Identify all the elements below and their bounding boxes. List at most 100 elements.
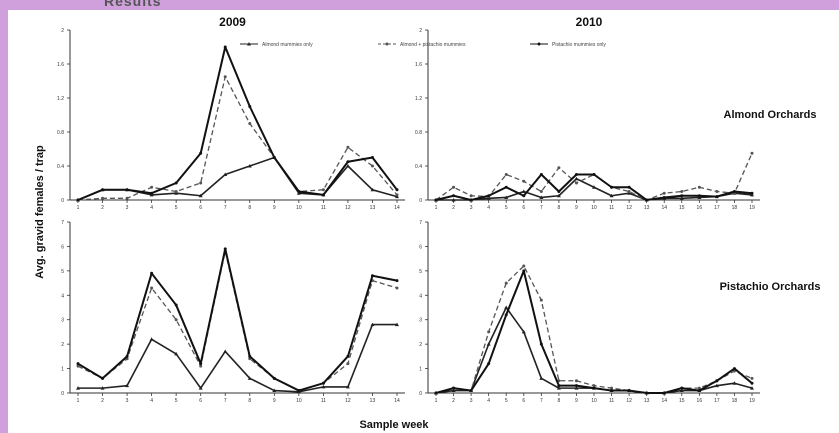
x-tick-label: 8 (248, 205, 251, 211)
data-point (101, 196, 105, 200)
data-point (662, 391, 666, 395)
x-tick-label: 7 (224, 205, 227, 211)
data-point (297, 389, 301, 393)
data-point (101, 376, 105, 380)
x-tick-label: 6 (199, 205, 202, 211)
data-point (395, 286, 399, 290)
data-point (504, 195, 509, 199)
x-tick-label: 17 (714, 398, 720, 404)
series-line-3 (435, 269, 753, 394)
x-tick-label: 2 (101, 398, 104, 404)
data-point (223, 45, 227, 49)
series-line-2 (77, 76, 398, 201)
y-tick-label: 4 (419, 293, 422, 299)
data-point (272, 376, 276, 380)
y-tick-label: 6 (419, 244, 422, 250)
legend-item-1: Almond mummies only (240, 42, 313, 48)
x-tick-label: 13 (644, 398, 650, 404)
data-point (434, 391, 438, 395)
data-point (715, 190, 719, 193)
y-tick-label: 0 (61, 391, 64, 397)
y-tick-label: 1 (419, 367, 422, 373)
data-point (679, 388, 684, 393)
data-point (199, 364, 203, 368)
x-tick-label: 7 (540, 398, 543, 404)
data-point (539, 342, 543, 346)
y-tick-label: 4 (61, 293, 64, 299)
data-point (101, 188, 105, 192)
y-tick-label: 0.4 (415, 164, 422, 170)
x-tick-label: 8 (557, 205, 560, 211)
series-line-2 (435, 152, 753, 201)
series-line-3 (77, 46, 398, 201)
data-point (223, 75, 227, 79)
data-point (150, 271, 154, 275)
data-point (750, 381, 754, 385)
x-tick-label: 19 (749, 398, 755, 404)
data-point (125, 354, 129, 358)
x-tick-label: 19 (749, 205, 755, 211)
data-point (395, 279, 399, 283)
x-tick-label: 4 (487, 205, 490, 211)
data-point (697, 386, 701, 390)
x-tick-label: 2 (101, 205, 104, 211)
data-point (125, 196, 129, 200)
data-point (395, 193, 399, 197)
data-point (521, 329, 526, 334)
x-tick-label: 10 (591, 398, 597, 404)
data-point (592, 185, 596, 189)
x-tick-label: 8 (248, 398, 251, 404)
data-point (247, 164, 252, 168)
data-point (732, 367, 736, 371)
x-tick-label: 12 (626, 205, 632, 211)
legend-label: Almond + pistachio mummies (400, 42, 466, 48)
x-tick-label: 10 (296, 205, 302, 211)
data-point (174, 351, 179, 356)
data-point (556, 386, 561, 390)
data-point (504, 173, 508, 176)
data-point (609, 193, 614, 198)
data-point (732, 190, 736, 193)
data-point (321, 193, 325, 197)
x-tick-label: 6 (199, 398, 202, 404)
data-point (715, 379, 719, 383)
x-tick-label: 16 (697, 398, 703, 404)
x-tick-label: 5 (505, 398, 508, 404)
data-point (697, 185, 701, 189)
y-tick-label: 3 (61, 318, 64, 324)
data-point (370, 156, 374, 159)
data-point (452, 194, 456, 198)
data-point (76, 198, 80, 202)
data-point (732, 381, 737, 385)
y-tick-label: 0 (419, 391, 422, 397)
y-tick-label: 1 (61, 367, 64, 373)
data-point (592, 386, 596, 390)
x-tick-label: 7 (224, 398, 227, 404)
data-point (150, 286, 154, 290)
x-tick-label: 16 (697, 205, 703, 211)
data-point (486, 342, 491, 346)
x-tick-label: 15 (679, 398, 685, 404)
data-point (574, 386, 579, 390)
data-point (574, 384, 578, 388)
legend-marker (385, 42, 389, 46)
x-tick-label: 12 (345, 205, 351, 211)
x-tick-label: 14 (394, 205, 400, 211)
data-point (521, 189, 526, 193)
data-point (199, 362, 203, 366)
data-point (662, 195, 666, 199)
data-point (321, 381, 325, 385)
data-point (469, 198, 473, 202)
data-point (610, 185, 614, 189)
x-tick-label: 5 (175, 205, 178, 211)
x-tick-label: 1 (435, 205, 438, 211)
data-point (272, 156, 276, 159)
y-tick-label: 0.4 (57, 164, 64, 170)
series-line-2 (77, 250, 398, 392)
data-point (346, 362, 350, 366)
x-tick-label: 4 (150, 398, 153, 404)
data-point (539, 195, 544, 199)
legend-marker (247, 42, 251, 46)
